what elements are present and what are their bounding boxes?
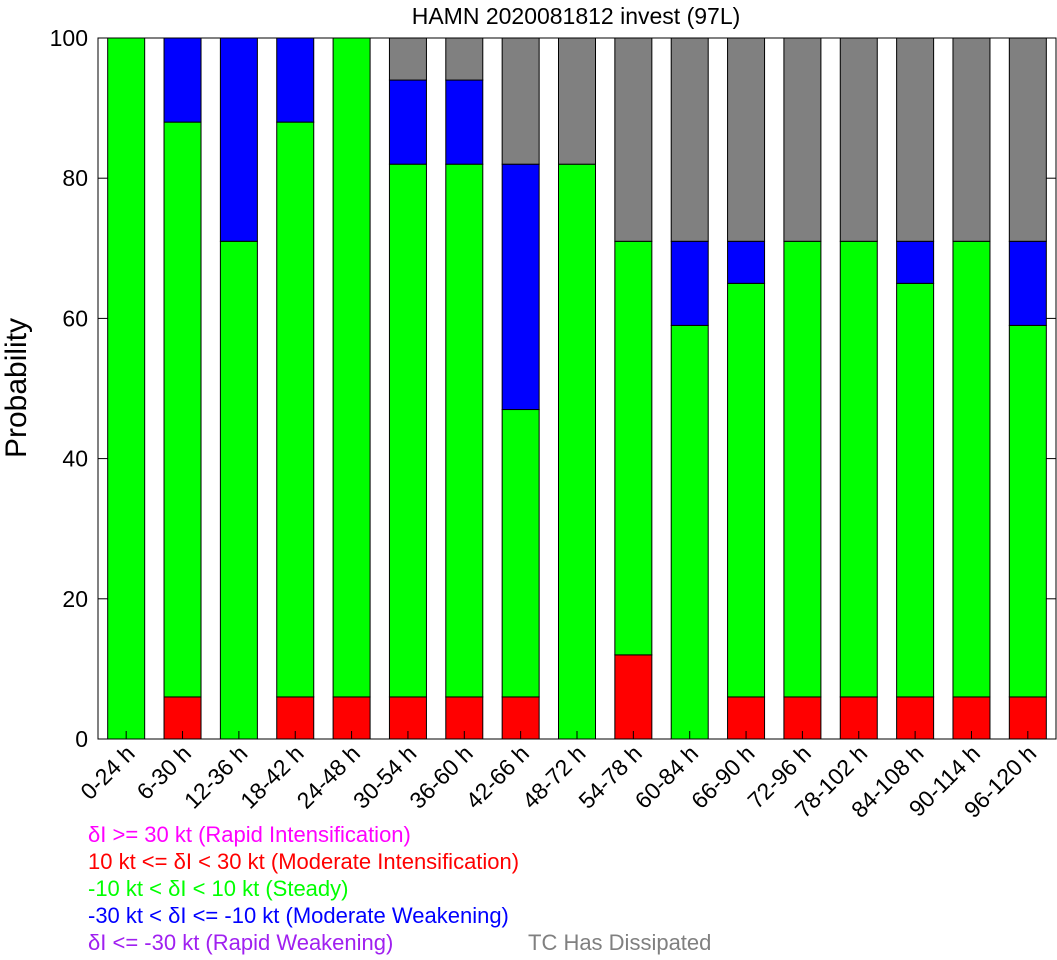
y-tick-label: 0: [75, 726, 88, 752]
legend-delta-symbol: δ: [88, 930, 101, 955]
bar-segment-st: [614, 240, 653, 656]
bar-segment-mw: [670, 240, 709, 326]
bar-segment-st: [332, 37, 371, 698]
legend-rapid-weakening-text: I <= -30 kt (Rapid Weakening): [100, 930, 394, 955]
bar-segment-st: [276, 121, 315, 698]
bar-segment-dis: [670, 37, 709, 242]
x-axis: 0-24 h6-30 h12-36 h18-42 h24-48 h30-54 h…: [75, 731, 1041, 823]
bar-segment-mw: [1008, 240, 1047, 326]
bar-segment-mw: [163, 37, 202, 123]
bar-segment-dis: [952, 37, 991, 242]
bar-segment-dis: [727, 37, 766, 242]
legend-moderate-intensification-prefix: 10 kt <=: [88, 849, 174, 874]
legend-moderate-intensification-text: I < 30 kt (Moderate Intensification): [185, 849, 520, 874]
chart-title: HAMN 2020081812 invest (97L): [412, 3, 741, 29]
bar-segment-dis: [1008, 37, 1047, 242]
y-tick-label: 60: [62, 305, 88, 331]
bar-segment-st: [163, 121, 202, 698]
legend-delta-symbol: δ: [168, 903, 181, 928]
bar-segment-dis: [896, 37, 935, 242]
legend-moderate-intensification: 10 kt <= δI < 30 kt (Moderate Intensific…: [88, 849, 519, 875]
bar-segment-st: [558, 163, 596, 740]
legend-moderate-weakening-text: I <= -10 kt (Moderate Weakening): [180, 903, 509, 928]
bar-segment-st: [107, 37, 146, 740]
bar-layer: [107, 37, 1047, 740]
bar-segment-st: [896, 282, 935, 698]
bar-segment-mw: [445, 79, 484, 165]
y-tick-label: 80: [62, 165, 88, 191]
y-tick-label: 20: [62, 586, 88, 612]
bar-segment-dis: [783, 37, 822, 242]
legend-rapid-intensification-text: I >= 30 kt (Rapid Intensification): [100, 822, 411, 847]
bar-segment-dis: [388, 37, 427, 81]
legend-steady: -10 kt < δI < 10 kt (Steady): [88, 876, 348, 902]
bar-segment-mi: [614, 654, 653, 740]
bar-segment-st: [839, 240, 878, 698]
legend-rapid-weakening: δI <= -30 kt (Rapid Weakening): [88, 930, 393, 956]
bar-segment-mw: [501, 163, 540, 411]
bar-segment-dis: [501, 37, 540, 165]
bar-segment-dis: [445, 37, 484, 81]
legend-delta-symbol: δ: [173, 849, 186, 874]
bar-segment-mw: [219, 37, 258, 242]
legend-steady-prefix: -10 kt <: [88, 876, 169, 901]
bar-segment-st: [388, 163, 427, 698]
bar-segment-mw: [896, 240, 935, 284]
bar-segment-mw: [276, 37, 315, 123]
bar-segment-st: [670, 324, 709, 740]
y-tick-label: 40: [62, 446, 88, 472]
legend-moderate-weakening-prefix: -30 kt <: [88, 903, 169, 928]
bar-segment-st: [445, 163, 484, 698]
y-tick-label: 100: [50, 25, 88, 51]
legend-delta-symbol: δ: [88, 822, 101, 847]
legend-dissipated: TC Has Dissipated: [528, 930, 711, 956]
bar-segment-st: [783, 240, 822, 698]
bar-segment-st: [219, 240, 258, 740]
y-axis: 0 20 40 60 80 100: [50, 25, 1056, 752]
bar-segment-dis: [558, 37, 596, 165]
legend-steady-text: I < 10 kt (Steady): [180, 876, 349, 901]
legend-dissipated-text: TC Has Dissipated: [528, 930, 712, 955]
legend-rapid-intensification: δI >= 30 kt (Rapid Intensification): [88, 822, 411, 848]
bar-segment-st: [501, 409, 540, 698]
bar-segment-st: [952, 240, 991, 698]
bar-segment-mw: [388, 79, 427, 165]
y-axis-label: Probability: [0, 318, 33, 458]
bar-segment-st: [1008, 324, 1047, 698]
bar-segment-st: [727, 282, 766, 698]
legend-delta-symbol: δ: [168, 876, 181, 901]
bar-segment-mw: [727, 240, 766, 284]
bar-segment-dis: [614, 37, 653, 242]
legend-moderate-weakening: -30 kt < δI <= -10 kt (Moderate Weakenin…: [88, 903, 509, 929]
bar-segment-dis: [839, 37, 878, 242]
